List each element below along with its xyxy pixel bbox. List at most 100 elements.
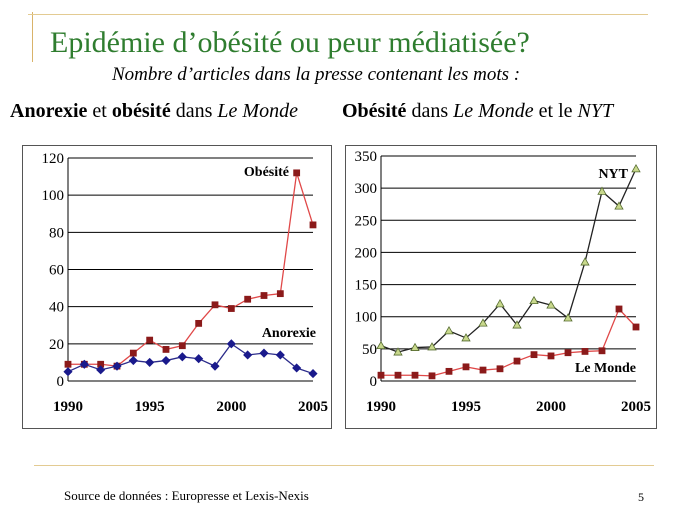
data-point-square <box>632 323 640 331</box>
data-point-square <box>615 305 623 313</box>
heading-word: Le Monde <box>217 100 298 122</box>
x-tick-label: 2005 <box>298 399 328 415</box>
data-point-square <box>513 357 521 365</box>
series-line <box>380 168 637 353</box>
heading-word: Anorexie <box>10 100 88 122</box>
data-point-triangle <box>410 342 420 351</box>
data-point-diamond <box>79 359 89 369</box>
heading-word: dans <box>170 100 218 122</box>
data-point-square <box>377 371 385 379</box>
data-point-square <box>564 349 572 357</box>
heading-word: NYT <box>577 100 614 122</box>
data-point-triangle <box>376 340 386 350</box>
x-tick-label: 2000 <box>216 399 246 415</box>
source-footer: Source de données : Europresse et Lexis-… <box>64 488 309 503</box>
series-line <box>381 307 637 377</box>
data-point-triangle <box>580 257 590 266</box>
data-point-diamond <box>96 365 106 375</box>
data-point-diamond <box>226 339 236 349</box>
right-line-chart: 0 50 100 150 200 250 300 350 1990 1995 2000 2005 NYT… <box>355 149 652 415</box>
y-tick-label: 150 <box>355 278 378 294</box>
y-tick-label: 0 <box>57 374 65 390</box>
y-tick-label: 40 <box>49 300 64 316</box>
heading-word: Obésité <box>342 100 407 122</box>
y-tick-label: 200 <box>355 245 378 261</box>
x-tick-label: 2005 <box>621 399 651 415</box>
data-point-square <box>309 221 317 229</box>
y-tick-label: 100 <box>42 188 65 204</box>
x-tick-label: 1995 <box>135 399 165 415</box>
data-point-square <box>162 346 170 353</box>
series-line <box>67 342 314 375</box>
data-point-triangle <box>614 201 624 210</box>
series-label: Anorexie <box>262 326 316 341</box>
y-tick-label: 20 <box>49 337 64 353</box>
data-point-triangle <box>393 347 403 356</box>
slide-subtitle: Nombre d’articles dans la presse contena… <box>112 64 521 85</box>
data-point-triangle <box>495 299 505 308</box>
data-point-diamond <box>210 361 220 371</box>
data-point-triangle <box>597 186 607 195</box>
data-point-diamond <box>63 367 73 377</box>
x-tick-label: 2000 <box>536 399 566 415</box>
x-tick-label: 1990 <box>366 399 396 415</box>
x-tick-label: 1990 <box>53 399 83 415</box>
y-tick-label: 250 <box>355 213 378 229</box>
data-point-square <box>227 305 235 312</box>
data-point-square <box>64 360 72 368</box>
y-tick-label: 100 <box>355 310 378 326</box>
data-point-square <box>581 348 589 355</box>
data-point-square <box>547 352 555 360</box>
series-label: Obésité <box>244 165 289 180</box>
y-tick-label: 0 <box>370 374 378 390</box>
data-point-diamond <box>243 350 253 360</box>
data-point-triangle <box>461 333 471 342</box>
left-line-chart: 0 20 40 60 80 100 120 1990 1995 2000 2005 Obésité An… <box>42 151 329 415</box>
y-tick-label: 50 <box>362 342 377 358</box>
decorative-bottom-rule <box>34 465 654 466</box>
right-chart-heading: Obésité dans Le Monde et le NYT <box>342 100 613 123</box>
data-point-triangle <box>512 320 522 329</box>
data-point-square <box>211 301 219 309</box>
data-point-square <box>129 349 137 357</box>
data-point-square <box>411 371 419 379</box>
y-tick-label: 300 <box>355 181 378 197</box>
data-point-diamond <box>275 350 285 360</box>
data-point-triangle <box>444 326 454 335</box>
data-point-diamond <box>145 357 155 367</box>
data-point-square <box>146 336 154 344</box>
y-tick-label: 350 <box>355 149 378 165</box>
data-point-square <box>260 292 268 299</box>
heading-word: et <box>87 100 112 122</box>
right-chart-panel: 0 50 100 150 200 250 300 350 1990 1995 2000 2005 NYT… <box>345 145 657 429</box>
data-point-square <box>428 372 436 380</box>
data-point-square <box>276 290 284 298</box>
y-tick-label: 60 <box>49 263 64 279</box>
data-point-diamond <box>308 369 318 379</box>
data-point-square <box>530 351 538 359</box>
data-point-triangle <box>563 313 573 322</box>
data-point-triangle <box>631 164 641 173</box>
heading-word: et le <box>533 100 578 122</box>
left-chart-panel: 0 20 40 60 80 100 120 1990 1995 2000 2005 Obésité An… <box>22 145 332 429</box>
slide-title: Epidémie d’obésité ou peur médiatisée? <box>50 26 530 59</box>
left-chart-heading: Anorexie et obésité dans Le Monde <box>10 100 298 123</box>
data-point-diamond <box>194 354 204 364</box>
data-point-square <box>178 342 186 350</box>
page-number: 5 <box>638 490 644 504</box>
series-label: Le Monde <box>575 361 636 376</box>
data-point-triangle <box>529 295 539 305</box>
data-point-triangle <box>546 300 556 309</box>
data-point-diamond <box>161 355 171 366</box>
data-point-square <box>496 365 504 373</box>
heading-word: dans <box>406 100 454 122</box>
data-point-square <box>479 366 487 374</box>
data-point-diamond <box>292 363 302 373</box>
data-point-square <box>445 367 453 375</box>
series-label: NYT <box>598 167 628 182</box>
heading-word: Le Monde <box>453 100 534 122</box>
data-point-diamond <box>259 348 269 358</box>
x-tick-label: 1995 <box>451 399 481 415</box>
data-point-diamond <box>112 361 122 371</box>
decorative-vertical-line <box>32 12 33 62</box>
